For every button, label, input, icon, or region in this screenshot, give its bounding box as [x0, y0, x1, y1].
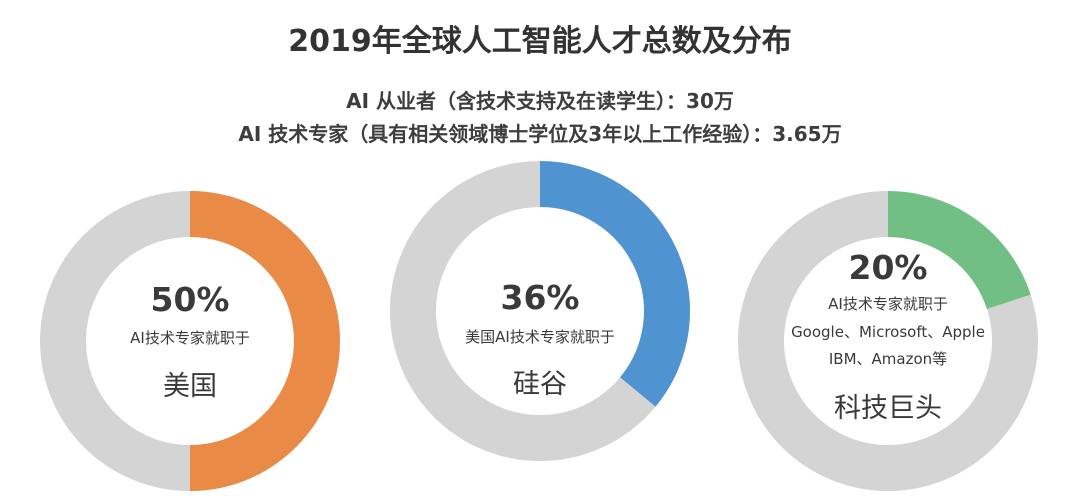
donut-usa [40, 191, 340, 491]
usa-description: AI技术专家就职于 [130, 329, 250, 347]
tech-giants-companies-line2: IBM、Amazon等 [828, 350, 948, 368]
silicon-valley-category-label: 硅谷 [513, 369, 567, 400]
silicon-valley-percent-label: 36% [500, 278, 580, 317]
subtitle-experts: AI 技术专家（具有相关领域博士学位及3年以上工作经验）：3.65万 [238, 122, 842, 146]
tech-giants-category-label: 科技巨头 [834, 393, 942, 424]
tech-giants-description: AI技术专家就职于 [828, 295, 948, 313]
usa-category-label: 美国 [163, 371, 217, 402]
donut-tech-giants [738, 191, 1038, 491]
tech-giants-percent-label: 20% [848, 248, 928, 287]
tech-giants-companies-line1: Google、Microsoft、Apple [791, 323, 985, 341]
usa-percent-label: 50% [150, 280, 230, 319]
usa-donut-slice [189, 191, 340, 491]
tech-giants-donut-slice [887, 191, 1031, 310]
subtitle-practitioners: AI 从业者（含技术支持及在读学生）：30万 [346, 89, 734, 113]
donut-silicon-valley [390, 161, 690, 461]
silicon-valley-donut-slice [539, 161, 690, 407]
silicon-valley-description: 美国AI技术专家就职于 [465, 328, 615, 346]
chart-title: 2019年全球人工智能人才总数及分布 [288, 24, 792, 59]
